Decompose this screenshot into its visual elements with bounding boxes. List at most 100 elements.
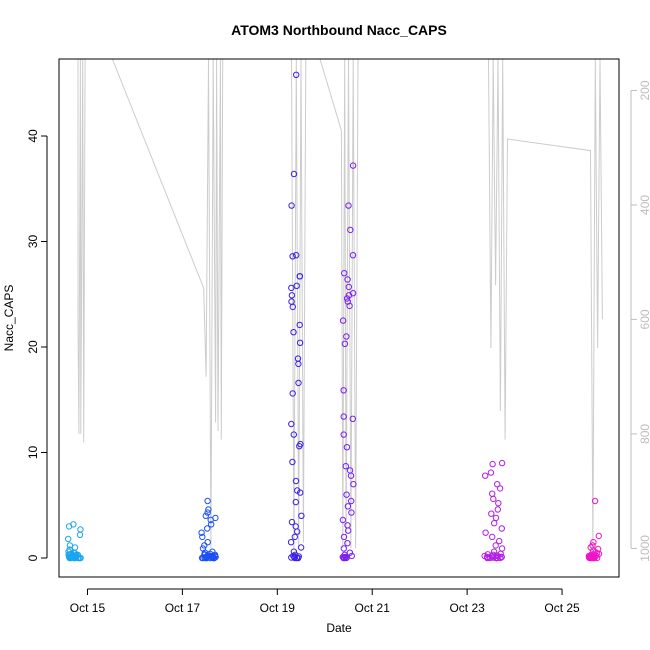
data-point (344, 522, 351, 529)
data-point (290, 431, 297, 438)
y-tick-label: 10 (26, 446, 40, 460)
data-point (341, 270, 348, 277)
y-tick-label: 40 (26, 129, 40, 143)
data-point (482, 472, 489, 479)
data-point (288, 298, 295, 305)
depth-series-line (77, 59, 603, 549)
data-point (489, 460, 496, 468)
data-point (201, 542, 208, 549)
data-point (481, 552, 488, 560)
data-point (491, 520, 498, 527)
data-point (74, 551, 82, 558)
data-point (295, 553, 302, 560)
data-point (343, 295, 351, 302)
data-point (292, 477, 300, 485)
data-point (287, 539, 295, 546)
data-point (348, 497, 355, 505)
depth-line-layer (77, 59, 603, 549)
right-tick-label: 800 (638, 424, 650, 444)
data-point (296, 339, 304, 346)
right-tick-label: 1000 (638, 535, 650, 562)
data-point (290, 170, 298, 178)
y-tick-label: 0 (26, 554, 40, 561)
data-point (343, 333, 350, 340)
data-point (204, 539, 211, 546)
data-point (340, 533, 348, 541)
data-point (346, 467, 354, 474)
data-point (288, 202, 295, 209)
data-point (586, 553, 593, 561)
data-point (204, 525, 211, 532)
data-point (288, 284, 295, 292)
data-point (595, 532, 602, 540)
data-point (289, 458, 296, 466)
data-point (486, 554, 494, 562)
data-point (496, 537, 503, 545)
data-point (489, 533, 496, 541)
data-point (199, 554, 207, 562)
data-point (345, 202, 352, 209)
data-point (341, 340, 349, 347)
y-tick-label: 20 (26, 340, 40, 354)
data-point (295, 379, 302, 387)
data-point (347, 226, 354, 234)
data-point (498, 459, 506, 467)
scatter-points-layer (65, 71, 603, 562)
data-point (70, 521, 77, 528)
x-tick-label: Oct 25 (544, 601, 580, 615)
data-point (590, 554, 597, 562)
data-point (198, 529, 205, 536)
data-point (348, 509, 355, 516)
x-axis-label: Date (326, 621, 352, 635)
x-tick-label: Oct 21 (355, 601, 391, 615)
data-point (340, 387, 347, 394)
data-point (212, 514, 219, 522)
data-point (295, 360, 302, 368)
x-tick-label: Oct 15 (70, 601, 106, 615)
data-point (204, 497, 211, 505)
data-point (490, 495, 497, 503)
data-point (65, 535, 72, 543)
data-point (76, 531, 84, 538)
right-tick-label: 400 (638, 195, 650, 215)
data-point (288, 420, 295, 428)
data-point (349, 290, 357, 297)
data-point (498, 545, 506, 552)
data-point (296, 321, 303, 329)
x-tick-label: Oct 17 (165, 601, 201, 615)
data-point (342, 463, 349, 470)
data-point (77, 526, 84, 533)
data-point (339, 553, 346, 561)
right-tick-label: 600 (638, 309, 650, 329)
y-axis: 0 10 20 30 40 (26, 129, 48, 561)
data-point (339, 516, 347, 524)
data-point (71, 544, 79, 551)
data-point (487, 469, 495, 476)
data-point (289, 390, 296, 397)
data-point (344, 540, 351, 547)
y-axis-label: Nacc_CAPS (2, 285, 16, 352)
data-point (343, 554, 350, 562)
data-point (297, 544, 305, 551)
data-point (339, 317, 347, 324)
data-point (346, 549, 354, 556)
chart-title: ATOM3 Northbound Nacc_CAPS (231, 22, 447, 38)
x-axis: Oct 15 Oct 17 Oct 19 Oct 21 Oct 23 Oct 25 (70, 588, 580, 615)
data-point (492, 542, 499, 549)
data-point (293, 252, 300, 259)
data-point (349, 162, 357, 169)
data-point (495, 500, 502, 507)
data-point (496, 485, 504, 492)
right-axis: 200 400 600 800 1000 (630, 80, 650, 562)
data-point (590, 539, 597, 546)
data-point (344, 503, 352, 510)
data-point (290, 548, 298, 555)
data-point (204, 509, 211, 516)
data-point (210, 554, 218, 562)
data-point (349, 415, 356, 422)
x-tick-label: Oct 19 (260, 601, 296, 615)
data-point (340, 431, 347, 438)
data-point (344, 276, 351, 283)
data-point (291, 533, 298, 541)
